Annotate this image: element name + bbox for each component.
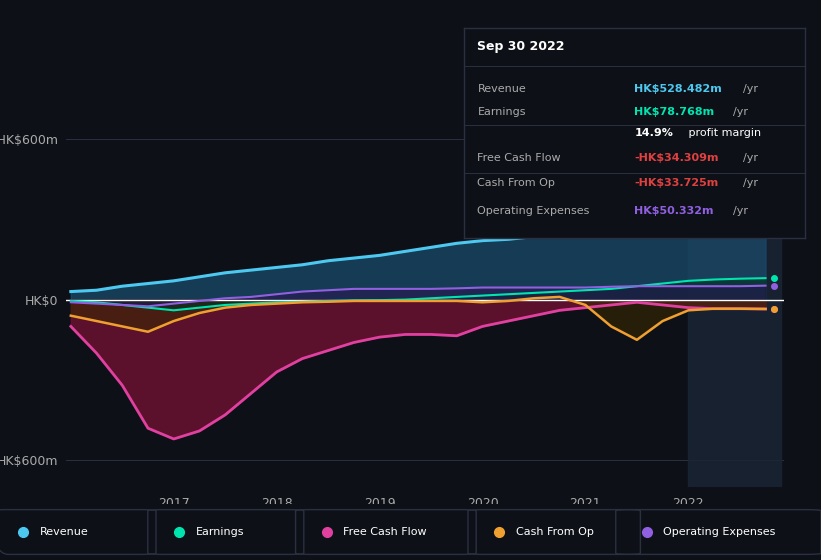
Text: HK$50.332m: HK$50.332m [635, 206, 713, 216]
Text: /yr: /yr [742, 179, 758, 188]
Text: profit margin: profit margin [686, 128, 761, 138]
Text: Operating Expenses: Operating Expenses [478, 206, 589, 216]
Text: Earnings: Earnings [195, 527, 244, 537]
Text: /yr: /yr [733, 107, 748, 117]
Text: Sep 30 2022: Sep 30 2022 [478, 40, 565, 53]
Text: Free Cash Flow: Free Cash Flow [343, 527, 427, 537]
Text: -HK$33.725m: -HK$33.725m [635, 179, 718, 188]
Text: Cash From Op: Cash From Op [478, 179, 555, 188]
Text: -HK$34.309m: -HK$34.309m [635, 153, 718, 163]
Bar [688, 112, 781, 487]
Text: Operating Expenses: Operating Expenses [663, 527, 776, 537]
Text: /yr: /yr [742, 153, 758, 163]
Text: HK$528.482m: HK$528.482m [635, 84, 722, 94]
Text: Free Cash Flow: Free Cash Flow [478, 153, 561, 163]
Text: HK$78.768m: HK$78.768m [635, 107, 714, 117]
Text: /yr: /yr [742, 84, 758, 94]
Text: /yr: /yr [733, 206, 748, 216]
Text: Cash From Op: Cash From Op [516, 527, 594, 537]
Text: Revenue: Revenue [39, 527, 88, 537]
Text: Earnings: Earnings [478, 107, 526, 117]
Text: Revenue: Revenue [478, 84, 526, 94]
Text: 14.9%: 14.9% [635, 128, 673, 138]
